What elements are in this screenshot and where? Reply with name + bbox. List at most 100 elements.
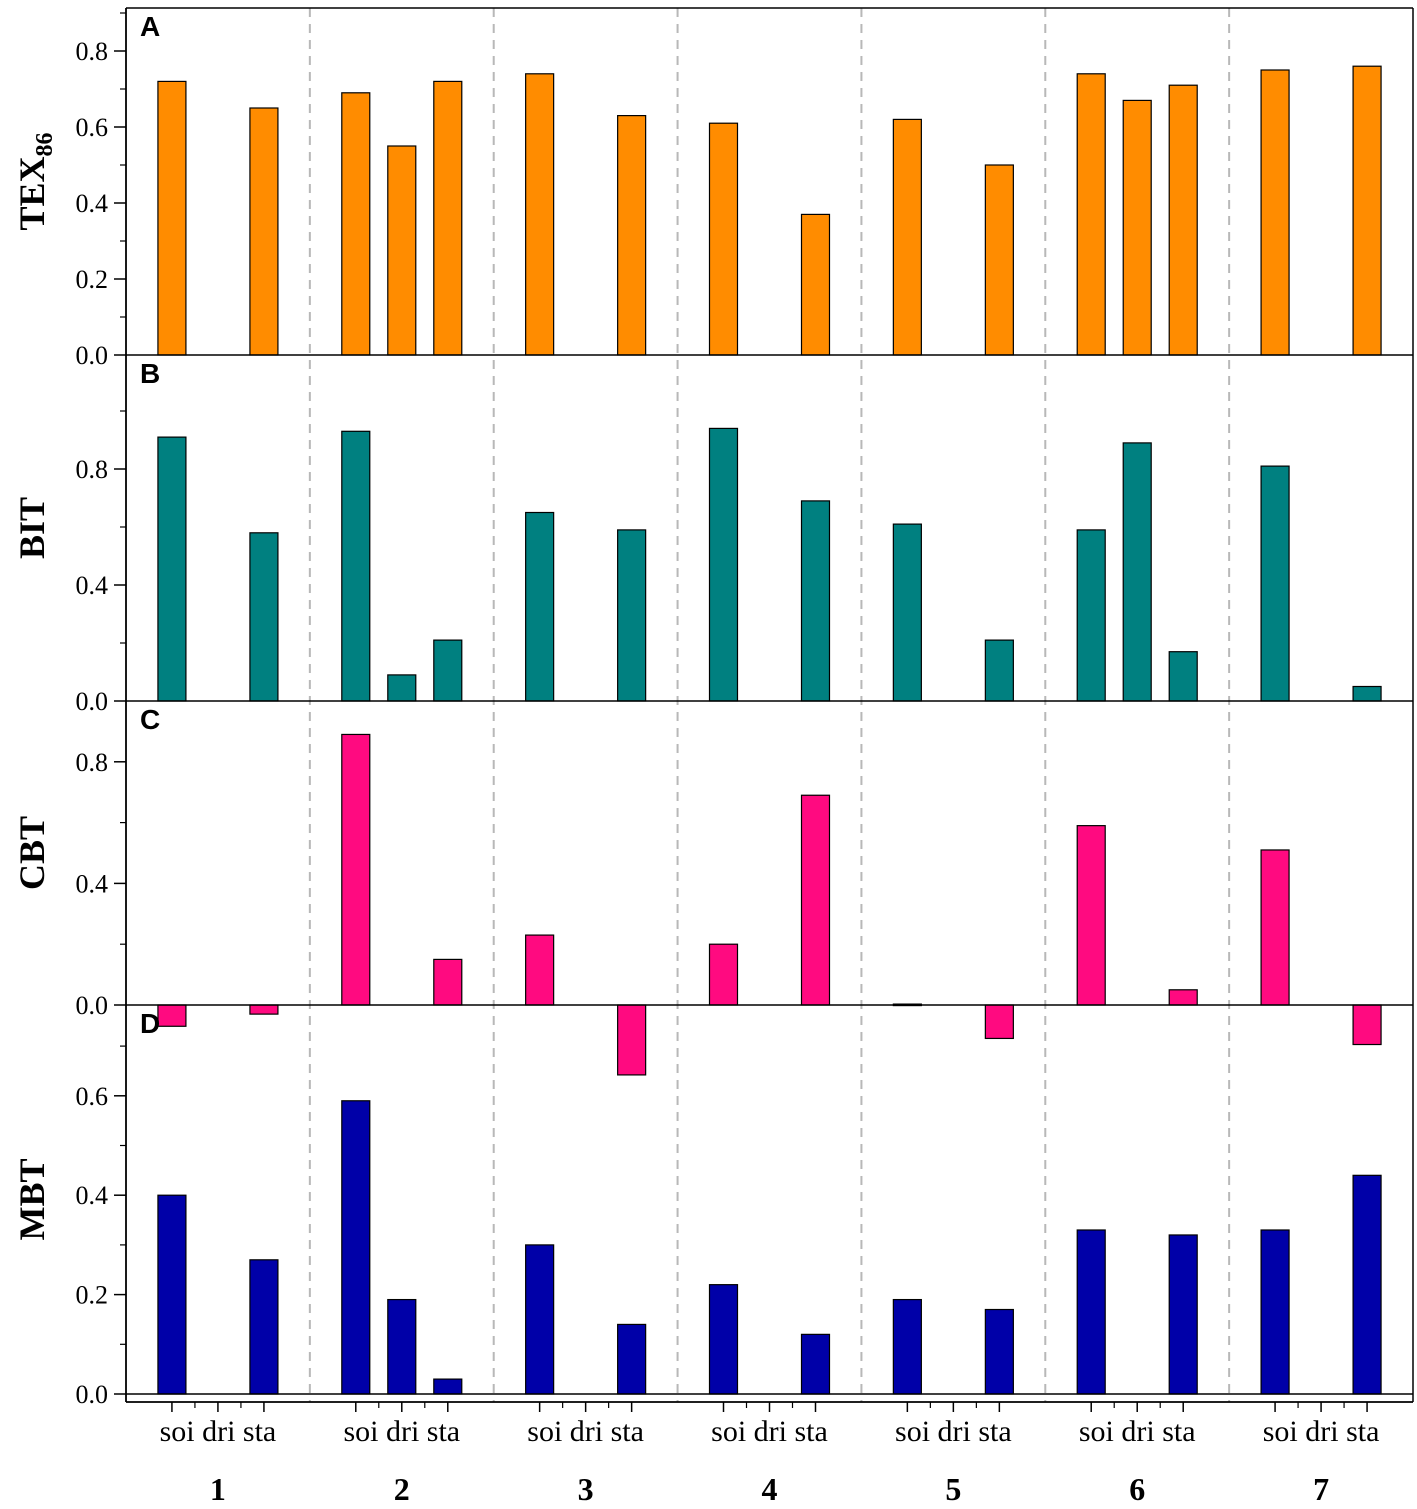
bar-bit-group1-sta [249,532,279,702]
bar-bit-group1-soi [157,436,187,702]
bar-bit-group6-soi [1076,529,1106,702]
bar-mbt-group6-sta [1168,1234,1198,1395]
ytick-label-cbt-2: 0.8 [76,748,109,777]
bar-bit-group7-sta [1352,685,1382,702]
bar-cbt-group6-soi [1076,825,1106,1006]
bar-bit-group3-soi [525,511,555,702]
bar-mbt-group1-sta [249,1259,279,1395]
bar-tex86-group3-soi [525,73,555,356]
category-labels-group1: soi dri sta [160,1415,277,1448]
bar-mbt-group3-sta [617,1323,647,1395]
bar-tex86-group2-sta [433,80,463,356]
ytick-label-bit-0: 0.0 [76,687,109,716]
ytick-label-tex86-3: 0.6 [76,113,109,142]
ytick-label-tex86-2: 0.4 [76,189,109,218]
bar-cbt-group7-soi [1260,849,1290,1006]
bar-bit-group6-sta [1168,651,1198,702]
bar-tex86-group2-dri [387,145,417,356]
bar-tex86-group7-soi [1260,69,1290,356]
bar-mbt-group2-soi [341,1100,371,1395]
bar-cbt-group6-sta [1168,989,1198,1006]
bar-bit-group4-soi [708,427,739,702]
group-label-4: 4 [762,1471,778,1507]
bar-bit-group5-sta [984,639,1014,702]
bar-bit-group3-sta [617,529,647,702]
group-label-5: 5 [945,1471,961,1507]
bar-mbt-group2-dri [387,1298,417,1395]
bar-tex86-group2-soi [341,92,371,356]
bar-cbt-group1-sta [249,1004,279,1015]
bar-cbt-group7-sta [1352,1004,1382,1046]
panel-bit: 0.0 0.4 0.8 B BIT [12,358,1413,716]
bar-mbt-group2-sta [433,1378,463,1395]
group-label-3: 3 [578,1471,594,1507]
bar-tex86-group4-soi [708,122,739,356]
category-labels-group2: soi dri sta [343,1415,460,1448]
bar-cbt-group5-sta [984,1004,1014,1040]
bar-bit-group7-soi [1260,465,1290,702]
bar-bit-group5-soi [892,523,922,702]
bar-cbt-group2-sta [433,958,463,1006]
ytick-label-bit-2: 0.8 [76,455,109,484]
ylabel-tex86: TEX86 [12,132,58,230]
bar-mbt-group5-sta [984,1308,1014,1395]
bar-cbt-group1-soi [157,1004,187,1027]
group-label-6: 6 [1129,1471,1145,1507]
group-separators [308,8,1231,1402]
ytick-label-tex86-4: 0.8 [76,37,109,66]
group-label-2: 2 [394,1471,410,1507]
group-label-1: 1 [210,1471,226,1507]
panel-tex86: 0.0 0.2 0.4 0.6 0.8 A TEX86 [12,11,1413,370]
bar-cbt-group3-sta [617,1004,647,1076]
bar-mbt-group4-soi [708,1284,739,1395]
panel-letter-mbt: D [140,1008,160,1039]
bar-tex86-group3-sta [617,114,647,356]
bar-cbt-group3-soi [525,934,555,1006]
panel-letter-cbt: C [140,704,160,735]
bar-tex86-group5-soi [892,118,922,356]
ytick-label-cbt-0: 0.0 [76,991,109,1020]
bar-tex86-group7-sta [1352,65,1382,356]
bar-tex86-group6-dri [1122,99,1152,356]
bar-mbt-group1-soi [157,1194,187,1395]
category-labels-group3: soi dri sta [527,1415,644,1448]
ytick-label-tex86-0: 0.0 [76,341,109,370]
bar-cbt-group2-soi [341,733,371,1006]
bar-tex86-group4-sta [800,213,831,356]
bar-tex86-group1-sta [249,107,279,356]
panel-letter-bit: B [140,358,160,389]
panels: 0.0 0.2 0.4 0.6 0.8 A TEX86 0.0 0.4 0.8 B BIT 0.0 0.4… [12,11,1413,1409]
bar-cbt-group4-sta [800,794,831,1006]
ylabel-cbt: CBT [12,816,52,890]
category-labels-group4: soi dri sta [711,1415,828,1448]
bar-mbt-group4-sta [800,1333,831,1395]
ylabel-mbt: MBT [12,1158,52,1240]
x-axis: soi dri sta 1 soi dri sta 2 soi dri sta 3 soi … [125,7,1414,1507]
bar-cbt-group4-soi [708,943,739,1006]
ytick-label-mbt-1: 0.2 [76,1281,109,1310]
ytick-label-mbt-2: 0.4 [76,1181,109,1210]
bar-bit-group4-sta [800,500,831,702]
ytick-label-cbt-1: 0.4 [76,869,109,898]
ytick-label-tex86-1: 0.2 [76,265,109,294]
bar-tex86-group1-soi [157,80,187,356]
bar-bit-group2-soi [341,430,371,702]
bar-mbt-group3-soi [525,1244,555,1395]
bar-bit-group2-dri [387,674,417,702]
panel-mbt: 0.0 0.2 0.4 0.6 D MBT [12,1008,1413,1409]
bar-mbt-group5-soi [892,1298,922,1395]
bar-tex86-group5-sta [984,164,1014,356]
ylabel-bit: BIT [12,497,52,559]
bar-mbt-group7-soi [1260,1229,1290,1395]
category-labels-group6: soi dri sta [1079,1415,1196,1448]
ytick-label-bit-1: 0.4 [76,571,109,600]
bar-bit-group2-sta [433,639,463,702]
category-labels-group7: soi dri sta [1263,1415,1380,1448]
bar-tex86-group6-soi [1076,73,1106,356]
panel-letter-tex86: A [140,11,160,42]
panel-cbt: 0.0 0.4 0.8 C CBT [12,704,1413,1076]
ytick-label-mbt-3: 0.6 [76,1082,109,1111]
bar-tex86-group6-sta [1168,84,1198,356]
bar-mbt-group6-soi [1076,1229,1106,1395]
group-label-7: 7 [1313,1471,1329,1507]
